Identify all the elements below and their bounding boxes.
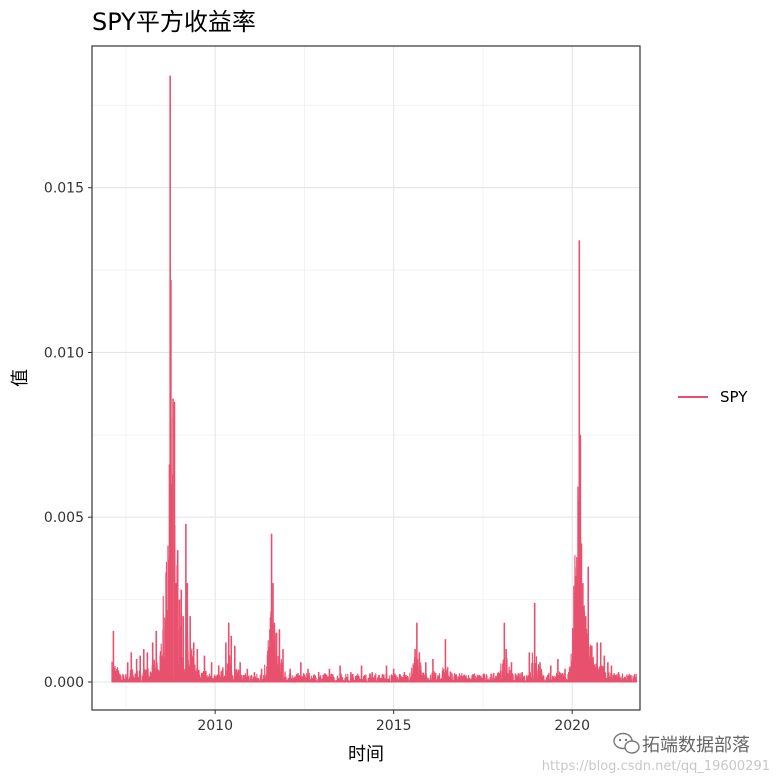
legend-label-spy: SPY [720, 388, 748, 406]
wechat-icon [613, 732, 640, 754]
series-layer [111, 75, 637, 683]
y-tick-label: 0.010 [44, 345, 84, 361]
y-axis: 0.000 0.005 0.010 0.015 [44, 181, 92, 691]
x-axis: 2010 2015 2020 [197, 710, 590, 734]
chart-title: SPY平方收益率 [92, 8, 256, 36]
watermark-brand: 拓端数据部落 [642, 735, 750, 756]
x-tick-label: 2020 [554, 718, 590, 734]
x-tick-label: 2010 [197, 718, 233, 734]
watermark: 拓端数据部落 https://blog.csdn.net/qq_19600291 [542, 732, 770, 774]
y-tick-label: 0.005 [44, 510, 84, 526]
watermark-url: https://blog.csdn.net/qq_19600291 [542, 759, 770, 774]
y-axis-label: 值 [10, 369, 31, 387]
y-tick-label: 0.015 [44, 181, 84, 197]
grid-minor [92, 46, 640, 710]
legend: SPY [678, 388, 748, 406]
y-tick-label: 0.000 [44, 675, 84, 691]
x-axis-label: 时间 [348, 744, 384, 765]
plot-border [91, 45, 641, 711]
x-tick-label: 2015 [376, 718, 412, 734]
series-line-spy [111, 416, 637, 683]
